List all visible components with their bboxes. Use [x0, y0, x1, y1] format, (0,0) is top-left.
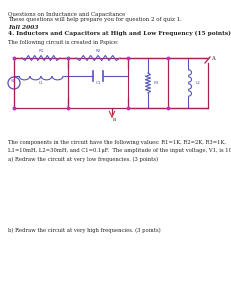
Text: B: B	[113, 118, 116, 122]
Text: C1: C1	[95, 81, 101, 85]
Text: V1: V1	[11, 80, 15, 83]
Text: R3: R3	[154, 81, 159, 85]
Text: Fall 2003: Fall 2003	[8, 25, 39, 30]
Text: L2: L2	[196, 81, 201, 85]
Text: A: A	[211, 56, 215, 61]
Text: Questions on Inductance and Capacitance: Questions on Inductance and Capacitance	[8, 12, 125, 17]
Text: The following circuit is created in Pspice:: The following circuit is created in Pspi…	[8, 40, 119, 45]
Text: 4. Inductors and Capacitors at High and Low Frequency (15 points): 4. Inductors and Capacitors at High and …	[8, 31, 231, 36]
Text: b) Redraw the circuit at very high frequencies. (3 points): b) Redraw the circuit at very high frequ…	[8, 228, 161, 233]
Text: L1: L1	[39, 81, 43, 85]
Text: These questions will help prepare you for question 2 of quiz 1.: These questions will help prepare you fo…	[8, 17, 182, 22]
Text: R2: R2	[95, 49, 101, 53]
Text: a) Redraw the circuit at very low frequencies. (3 points): a) Redraw the circuit at very low freque…	[8, 157, 158, 162]
Text: R1: R1	[38, 49, 44, 53]
Text: The components in the circuit have the following values: R1=1K, R2=2K, R3=1K,
L1: The components in the circuit have the f…	[8, 140, 231, 153]
